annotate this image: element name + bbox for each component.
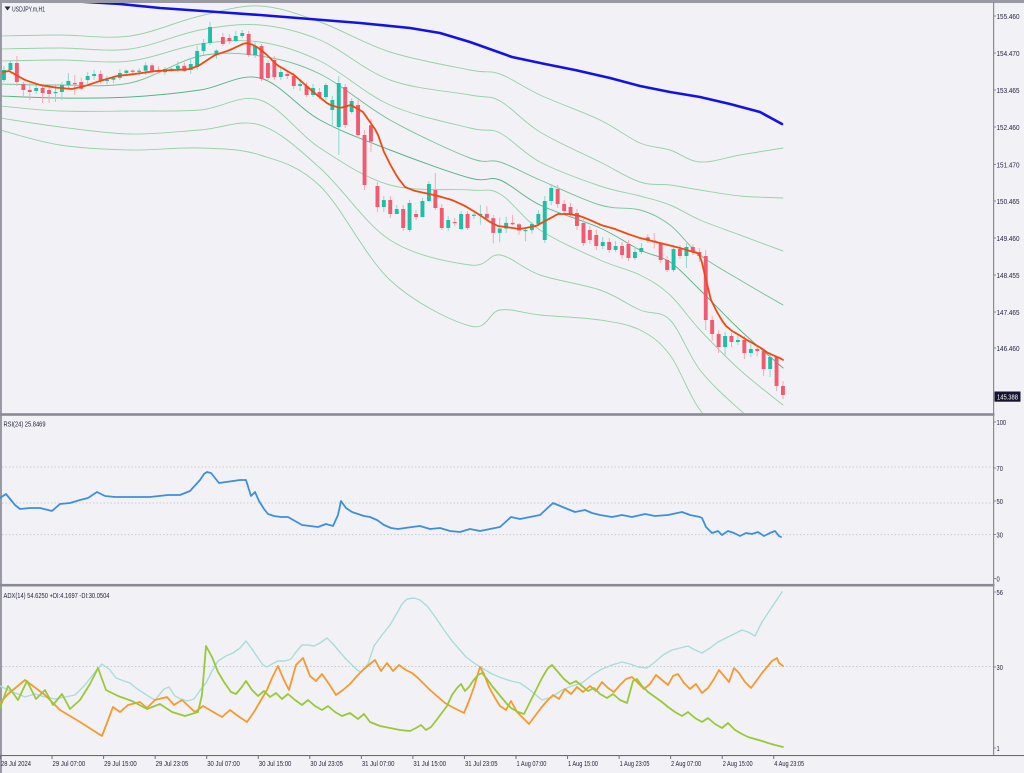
svg-text:1 Aug 07:00: 1 Aug 07:00 bbox=[517, 759, 547, 768]
svg-text:31 Jul 23:05: 31 Jul 23:05 bbox=[465, 759, 498, 768]
svg-text:RSI(24) 25.8469: RSI(24) 25.8469 bbox=[4, 420, 46, 429]
svg-text:153.465: 153.465 bbox=[997, 86, 1020, 95]
svg-text:145.388: 145.388 bbox=[997, 393, 1018, 402]
svg-text:155.460: 155.460 bbox=[997, 12, 1020, 21]
svg-text:28 Jul 2024: 28 Jul 2024 bbox=[1, 759, 31, 768]
svg-text:152.460: 152.460 bbox=[997, 123, 1020, 132]
svg-text:100: 100 bbox=[997, 418, 1007, 427]
svg-text:0: 0 bbox=[997, 574, 1000, 583]
svg-text:29 Jul 23:05: 29 Jul 23:05 bbox=[156, 759, 189, 768]
svg-text:31 Jul 07:00: 31 Jul 07:00 bbox=[362, 759, 395, 768]
svg-text:146.460: 146.460 bbox=[997, 344, 1020, 353]
svg-text:2 Aug 07:00: 2 Aug 07:00 bbox=[671, 759, 701, 768]
svg-text:147.465: 147.465 bbox=[997, 308, 1020, 317]
svg-text:50: 50 bbox=[997, 497, 1003, 506]
svg-text:56: 56 bbox=[997, 588, 1003, 597]
svg-text:30 Jul 15:00: 30 Jul 15:00 bbox=[259, 759, 292, 768]
svg-text:29 Jul 15:00: 29 Jul 15:00 bbox=[104, 759, 137, 768]
svg-text:31 Jul 15:00: 31 Jul 15:00 bbox=[413, 759, 446, 768]
svg-text:1: 1 bbox=[997, 744, 1000, 753]
svg-text:ADX(14) 54.6250 +DI:4.1697 -DI: ADX(14) 54.6250 +DI:4.1697 -DI:30.0504 bbox=[4, 591, 110, 600]
svg-text:151.470: 151.470 bbox=[997, 160, 1020, 169]
svg-text:30 Jul 07:00: 30 Jul 07:00 bbox=[207, 759, 240, 768]
svg-text:154.470: 154.470 bbox=[997, 49, 1020, 58]
svg-text:149.460: 149.460 bbox=[997, 234, 1020, 243]
svg-text:29 Jul 07:00: 29 Jul 07:00 bbox=[53, 759, 86, 768]
svg-text:1 Aug 23:05: 1 Aug 23:05 bbox=[620, 759, 650, 768]
svg-text:USDJPY.m,H1: USDJPY.m,H1 bbox=[12, 5, 45, 14]
svg-text:70: 70 bbox=[997, 464, 1003, 473]
svg-text:2 Aug 15:00: 2 Aug 15:00 bbox=[723, 759, 753, 768]
svg-text:148.455: 148.455 bbox=[997, 271, 1020, 280]
svg-text:30 Jul 23:05: 30 Jul 23:05 bbox=[310, 759, 343, 768]
svg-text:30: 30 bbox=[997, 663, 1003, 672]
svg-text:150.465: 150.465 bbox=[997, 197, 1020, 206]
svg-text:30: 30 bbox=[997, 530, 1003, 539]
svg-text:4 Aug 23:05: 4 Aug 23:05 bbox=[774, 759, 804, 768]
svg-text:1 Aug 15:00: 1 Aug 15:00 bbox=[568, 759, 598, 768]
